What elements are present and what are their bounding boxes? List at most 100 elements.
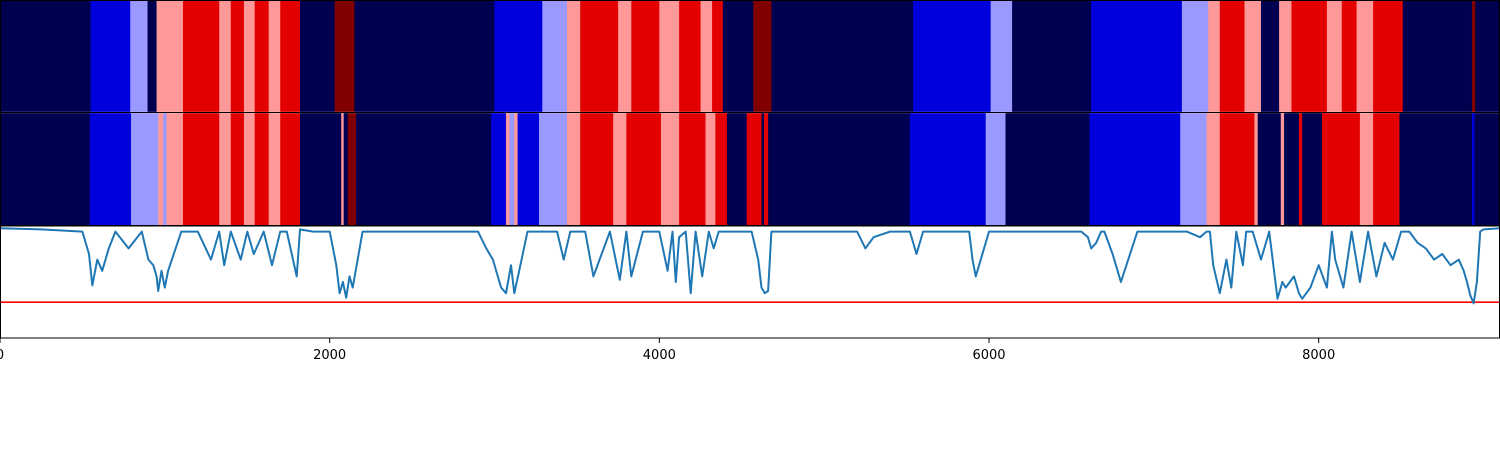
segment-row-0-block-45 bbox=[1475, 0, 1500, 113]
segment-row-0-block-40 bbox=[1341, 0, 1357, 113]
segment-row-1-block-48 bbox=[1298, 112, 1303, 226]
segment-row-0-block-9 bbox=[254, 0, 269, 113]
x-tick-label-3: 6000 bbox=[972, 348, 1005, 363]
segment-row-1-block-55 bbox=[1474, 112, 1500, 226]
segment-row-0-block-37 bbox=[1279, 0, 1292, 113]
segment-row-0-block-29 bbox=[990, 0, 1013, 113]
segment-row-0-block-20 bbox=[631, 0, 660, 113]
segment-row-0-block-15 bbox=[494, 0, 543, 113]
segment-row-0-block-6 bbox=[219, 0, 232, 113]
segment-row-1-block-29 bbox=[679, 112, 706, 226]
segment-row-1-block-30 bbox=[705, 112, 716, 226]
line-panel bbox=[0, 225, 1500, 339]
segment-row-1-block-35 bbox=[764, 112, 769, 226]
segment-row-1-block-37 bbox=[909, 112, 987, 226]
segment-row-1-block-26 bbox=[613, 112, 627, 226]
segment-row-1-block-6 bbox=[182, 112, 220, 226]
segment-row-0-block-42 bbox=[1373, 0, 1404, 113]
segment-row-1-block-24 bbox=[567, 112, 581, 226]
segment-row-0-block-27 bbox=[771, 0, 914, 113]
segment-row-1-block-43 bbox=[1219, 112, 1255, 226]
segment-row-0-block-43 bbox=[1402, 0, 1473, 113]
x-tick-label-4: 8000 bbox=[1302, 348, 1335, 363]
segment-row-1-block-27 bbox=[626, 112, 662, 226]
segment-row-0-block-25 bbox=[722, 0, 754, 113]
segment-row-1-block-18 bbox=[491, 112, 507, 226]
segment-row-1-block-39 bbox=[1005, 112, 1090, 226]
segment-row-1-block-23 bbox=[539, 112, 568, 226]
segment-row-0-block-3 bbox=[147, 0, 157, 113]
segment-row-0-block-44 bbox=[1471, 0, 1476, 113]
segment-row-1-block-0 bbox=[0, 112, 91, 226]
segment-row-1-block-50 bbox=[1321, 112, 1361, 226]
segment-row-1-block-9 bbox=[243, 112, 255, 226]
segment-row-0-block-41 bbox=[1356, 0, 1374, 113]
segment-row-1-block-52 bbox=[1373, 112, 1400, 226]
segment-row-0-block-34 bbox=[1219, 0, 1245, 113]
segment-row-0-block-5 bbox=[182, 0, 220, 113]
segment-row-1-block-32 bbox=[726, 112, 748, 226]
segment-row-0-block-2 bbox=[130, 0, 148, 113]
segment-row-0-block-13 bbox=[334, 0, 355, 113]
segment-row-1-block-31 bbox=[715, 112, 728, 226]
segment-row-1-block-34 bbox=[761, 112, 765, 226]
segment-row-0-block-36 bbox=[1260, 0, 1280, 113]
segment-row-1-block-3 bbox=[158, 112, 164, 226]
segment-row-0-block-33 bbox=[1208, 0, 1221, 113]
segment-row-0-block-4 bbox=[156, 0, 184, 113]
segment-row-1-block-15 bbox=[343, 112, 349, 226]
segment-row-0-block-1 bbox=[90, 0, 131, 113]
segment-row-1-block-28 bbox=[660, 112, 680, 226]
segment-row-0-block-19 bbox=[618, 0, 632, 113]
segment-row-1-block-40 bbox=[1089, 112, 1181, 226]
segment-row-1-block-20 bbox=[509, 112, 515, 226]
segment-row-middle bbox=[0, 112, 1500, 226]
segment-row-0-block-26 bbox=[753, 0, 772, 113]
segment-row-1-block-36 bbox=[768, 112, 911, 226]
segment-row-0-block-22 bbox=[679, 0, 701, 113]
segment-row-1-block-25 bbox=[580, 112, 614, 226]
segment-row-top bbox=[0, 0, 1500, 113]
segment-row-0-block-38 bbox=[1291, 0, 1328, 113]
segment-row-1-block-2 bbox=[131, 112, 159, 226]
x-tick-label-2: 4000 bbox=[643, 348, 676, 363]
segment-row-0-block-24 bbox=[712, 0, 724, 113]
segment-row-0-block-35 bbox=[1244, 0, 1262, 113]
segment-row-0-block-23 bbox=[700, 0, 713, 113]
segment-row-0-block-21 bbox=[659, 0, 680, 113]
segment-row-0-block-16 bbox=[542, 0, 568, 113]
segment-row-1-block-38 bbox=[985, 112, 1006, 226]
segment-row-1-block-17 bbox=[356, 112, 492, 226]
segment-row-0-block-0 bbox=[0, 0, 91, 113]
segment-row-1-block-47 bbox=[1284, 112, 1300, 226]
x-axis: 0 2000 4000 6000 8000 bbox=[0, 338, 1335, 363]
segment-row-1-block-22 bbox=[517, 112, 540, 226]
segment-row-1-block-51 bbox=[1359, 112, 1374, 226]
segment-row-1-block-4 bbox=[163, 112, 167, 226]
segment-row-1-block-46 bbox=[1280, 112, 1285, 226]
segment-row-0-block-12 bbox=[300, 0, 335, 113]
segment-row-0-block-31 bbox=[1091, 0, 1183, 113]
segment-row-0-block-11 bbox=[280, 0, 301, 113]
segment-row-0-block-39 bbox=[1326, 0, 1343, 113]
segment-row-0-block-28 bbox=[913, 0, 991, 113]
segment-row-1-block-8 bbox=[230, 112, 245, 226]
segment-row-1-block-16 bbox=[347, 112, 357, 226]
segment-row-0-block-30 bbox=[1012, 0, 1092, 113]
x-tick-label-0: 0 bbox=[0, 348, 4, 363]
segment-row-0-block-7 bbox=[230, 0, 245, 113]
segment-row-1-block-54 bbox=[1471, 112, 1475, 226]
segment-row-0-block-17 bbox=[567, 0, 581, 113]
segment-row-0-block-14 bbox=[354, 0, 495, 113]
segment-row-1-block-42 bbox=[1206, 112, 1221, 226]
signal-line bbox=[0, 227, 1500, 305]
x-tick-label-1: 2000 bbox=[313, 348, 346, 363]
segment-row-1-block-1 bbox=[89, 112, 132, 226]
segment-row-1-block-21 bbox=[514, 112, 518, 226]
segment-row-1-block-14 bbox=[341, 112, 344, 226]
segment-row-1-block-19 bbox=[506, 112, 510, 226]
segment-row-1-block-41 bbox=[1180, 112, 1207, 226]
segment-row-1-block-12 bbox=[280, 112, 301, 226]
segment-row-0-block-10 bbox=[268, 0, 281, 113]
